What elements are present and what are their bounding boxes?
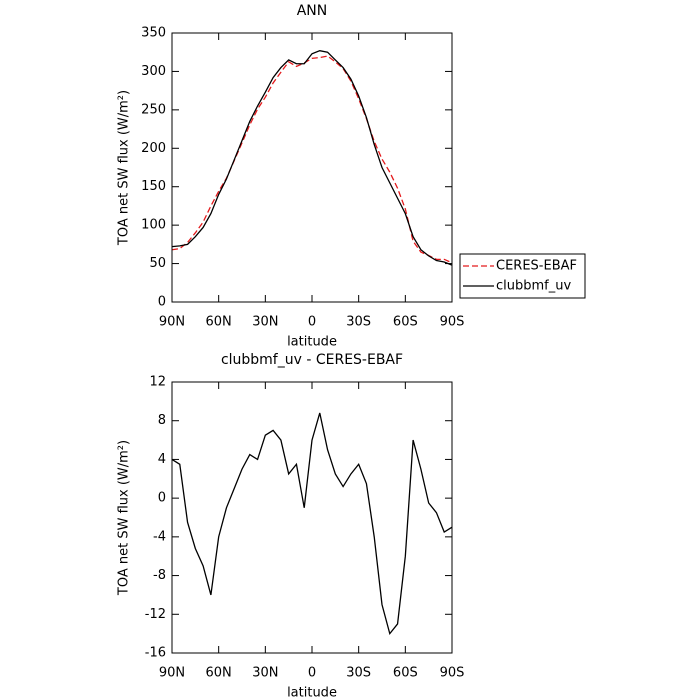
y-tick-label: -12: [145, 607, 166, 622]
y-tick-label: 0: [158, 491, 166, 506]
y-tick-label: 300: [141, 64, 166, 79]
x-axis-label: latitude: [287, 686, 337, 700]
y-tick-label: 150: [141, 179, 166, 194]
y-tick-label: 4: [158, 452, 166, 467]
x-tick-label: 90N: [159, 666, 185, 681]
x-tick-label: 60N: [206, 315, 232, 330]
legend-box: [459, 253, 586, 299]
data-line: [171, 50, 453, 266]
x-tick-label: 60S: [393, 666, 418, 681]
y-tick-label: 0: [158, 295, 166, 310]
x-tick-label: 30S: [346, 315, 371, 330]
data-line: [171, 412, 453, 636]
x-tick-label: 0: [308, 666, 316, 681]
x-tick-label: 90S: [440, 666, 465, 681]
legend-label: clubbmf_uv: [496, 279, 571, 294]
x-tick-label: 30N: [252, 666, 278, 681]
y-tick-label: -16: [145, 646, 166, 661]
y-tick-label: -8: [153, 568, 166, 583]
chart-title: ANN: [297, 3, 328, 19]
y-tick-label: 200: [141, 141, 166, 156]
x-tick-label: 30N: [252, 315, 278, 330]
y-axis-label: TOA net SW flux (W/m²): [117, 90, 132, 246]
y-tick-label: 350: [141, 26, 166, 41]
chart-title: clubbmf_uv - CERES-EBAF: [221, 352, 403, 368]
x-tick-label: 60N: [206, 666, 232, 681]
y-axis-label: TOA net SW flux (W/m²): [117, 440, 132, 596]
plot-frame: [171, 381, 453, 654]
y-tick-label: -4: [153, 529, 166, 544]
x-tick-label: 60S: [393, 315, 418, 330]
y-tick-label: 250: [141, 102, 166, 117]
y-tick-label: 8: [158, 413, 166, 428]
x-tick-label: 0: [308, 315, 316, 330]
legend-label: CERES-EBAF: [496, 259, 577, 274]
data-line: [171, 55, 453, 264]
y-tick-label: 100: [141, 218, 166, 233]
x-tick-label: 90S: [440, 315, 465, 330]
x-tick-label: 90N: [159, 315, 185, 330]
y-tick-label: 12: [149, 375, 166, 390]
x-axis-label: latitude: [287, 335, 337, 350]
y-tick-label: 50: [149, 256, 166, 271]
plot-frame: [171, 32, 453, 303]
x-tick-label: 30S: [346, 666, 371, 681]
